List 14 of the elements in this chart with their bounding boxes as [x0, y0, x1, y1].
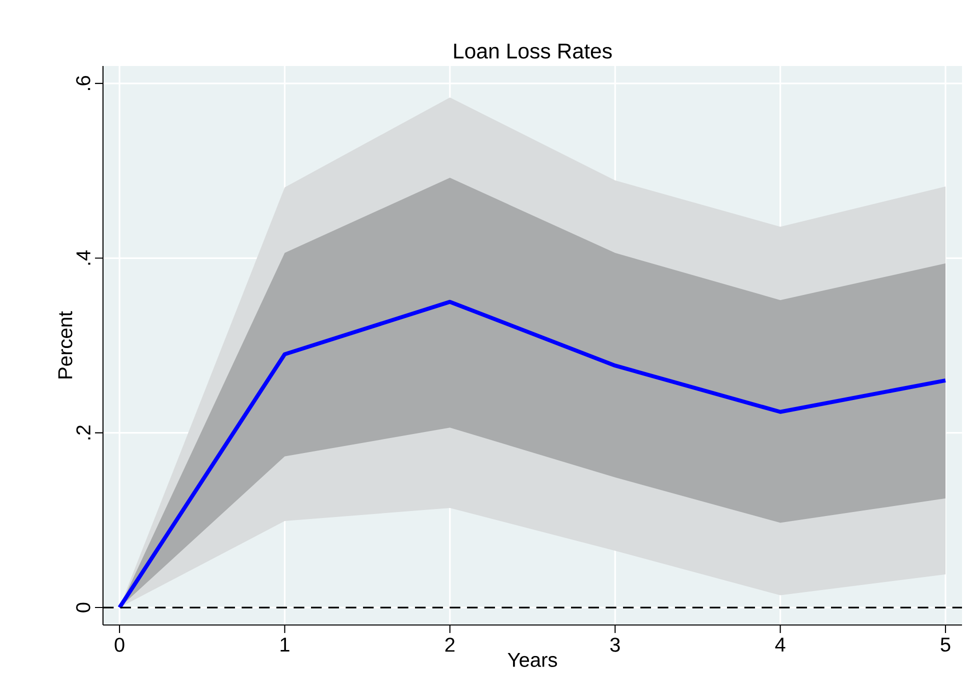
- x-tick-label: 2: [445, 638, 454, 652]
- x-tick-label: 1: [280, 638, 290, 652]
- x-axis-title: Years: [508, 653, 557, 667]
- x-tick-label: 3: [610, 638, 620, 652]
- y-tick-label: .6: [76, 76, 90, 90]
- x-tick-label: 4: [775, 638, 786, 652]
- chart-title: Loan Loss Rates: [454, 44, 612, 59]
- x-tick-label: 5: [940, 638, 950, 652]
- y-axis-title: Percent: [58, 311, 72, 378]
- line-series: [118, 300, 948, 610]
- y-tick-label: .4: [76, 250, 90, 265]
- x-tick-label: 0: [114, 638, 124, 652]
- y-tick-label: 0: [76, 602, 90, 612]
- y-tick-label: .2: [76, 426, 90, 440]
